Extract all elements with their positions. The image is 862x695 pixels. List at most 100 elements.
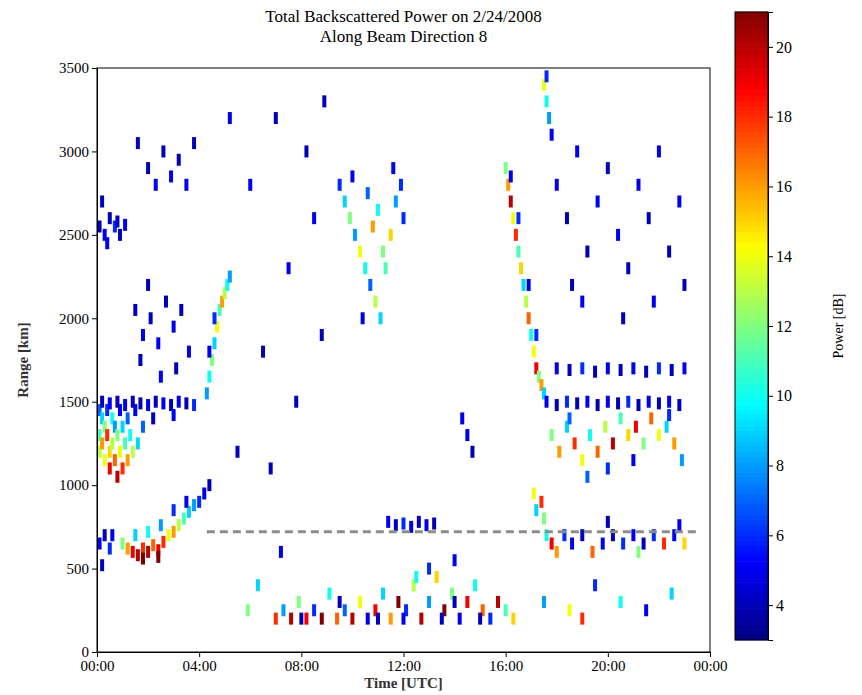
cell: [555, 546, 559, 558]
cell: [672, 437, 676, 449]
cell: [161, 536, 165, 548]
colorbar-swatch: [735, 331, 768, 337]
cell: [596, 399, 600, 411]
cell: [353, 229, 357, 241]
colorbar-swatch: [735, 237, 768, 243]
cell: [636, 179, 640, 191]
colorbar-swatch: [735, 483, 768, 489]
cell: [391, 162, 395, 174]
colorbar-swatch: [735, 127, 768, 133]
cell: [110, 437, 114, 449]
cell: [246, 604, 250, 616]
x-tick: 12:00: [387, 652, 421, 674]
colorbar-swatch: [735, 12, 768, 18]
colorbar-swatch: [735, 294, 768, 300]
colorbar-swatch: [735, 540, 768, 546]
cell: [164, 296, 168, 308]
cell: [460, 412, 464, 424]
colorbar-tick: 10: [768, 387, 792, 404]
colorbar-swatch: [735, 17, 768, 23]
cell: [519, 262, 523, 274]
cell: [121, 538, 125, 550]
colorbar-swatch: [735, 556, 768, 562]
cell: [539, 496, 543, 508]
cell: [343, 604, 347, 616]
colorbar-swatch: [735, 336, 768, 342]
colorbar-swatch: [735, 279, 768, 285]
colorbar-tick-label: 8: [776, 457, 784, 474]
colorbar-swatch: [735, 85, 768, 91]
cell: [570, 538, 574, 550]
colorbar-tick-mark: [768, 256, 773, 257]
cell: [527, 279, 531, 291]
colorbar-swatch: [735, 462, 768, 468]
cell: [542, 513, 546, 525]
colorbar-swatch: [735, 341, 768, 347]
cell: [427, 563, 431, 575]
cell: [322, 95, 326, 107]
cell: [509, 195, 513, 207]
cell: [389, 229, 393, 241]
cell: [522, 279, 526, 291]
cell: [440, 613, 444, 625]
colorbar-swatch: [735, 624, 768, 630]
colorbar-swatch: [735, 598, 768, 604]
cell: [207, 346, 211, 358]
colorbar-tick: 12: [768, 318, 792, 335]
cell: [110, 529, 114, 541]
colorbar-swatch: [735, 38, 768, 44]
colorbar-swatch: [735, 48, 768, 54]
cell: [159, 519, 163, 531]
colorbar-swatch: [735, 535, 768, 541]
cell: [588, 429, 592, 441]
colorbar-tick-mark: [768, 186, 773, 187]
cell: [585, 471, 589, 483]
cell: [228, 112, 232, 124]
colorbar-swatch: [735, 143, 768, 149]
colorbar-swatch: [735, 163, 768, 169]
cell: [136, 437, 140, 449]
colorbar-swatch: [735, 378, 768, 384]
cell: [402, 518, 406, 530]
cell: [657, 145, 661, 157]
cell: [294, 396, 298, 408]
colorbar-swatch: [735, 509, 768, 515]
colorbar-tick-label: 12: [776, 318, 792, 335]
colorbar-swatch: [735, 122, 768, 128]
cell: [644, 604, 648, 616]
cell: [575, 145, 579, 157]
cell: [394, 519, 398, 531]
colorbar-swatch: [735, 514, 768, 520]
y-tick-label: 3500: [59, 60, 89, 76]
cell: [642, 437, 646, 449]
y-tick-label: 500: [67, 561, 90, 577]
x-tick-label: 20:00: [591, 658, 625, 674]
cell: [287, 262, 291, 274]
cell: [297, 596, 301, 608]
colorbar-swatch: [735, 27, 768, 33]
x-tick: 16:00: [489, 652, 523, 674]
colorbar-swatch: [735, 132, 768, 138]
colorbar-tick-mark: [768, 535, 773, 536]
colorbar-swatch: [735, 80, 768, 86]
cell: [105, 237, 109, 249]
cell: [312, 604, 316, 616]
cell: [534, 504, 538, 516]
colorbar-swatch: [735, 467, 768, 473]
colorbar-tick-label: 16: [776, 178, 792, 195]
cell: [417, 516, 421, 528]
cell: [169, 170, 173, 182]
colorbar-title: Power [dB]: [831, 294, 846, 359]
cell: [100, 396, 104, 408]
colorbar-swatch: [735, 221, 768, 227]
cell: [573, 437, 577, 449]
cell: [126, 454, 130, 466]
cell: [636, 546, 640, 558]
colorbar-swatch: [735, 409, 768, 415]
cell: [524, 296, 528, 308]
colorbar-swatch: [735, 22, 768, 28]
cell: [644, 366, 648, 378]
cell: [146, 399, 150, 411]
y-tick-mark: [92, 569, 97, 570]
cell: [565, 396, 569, 408]
